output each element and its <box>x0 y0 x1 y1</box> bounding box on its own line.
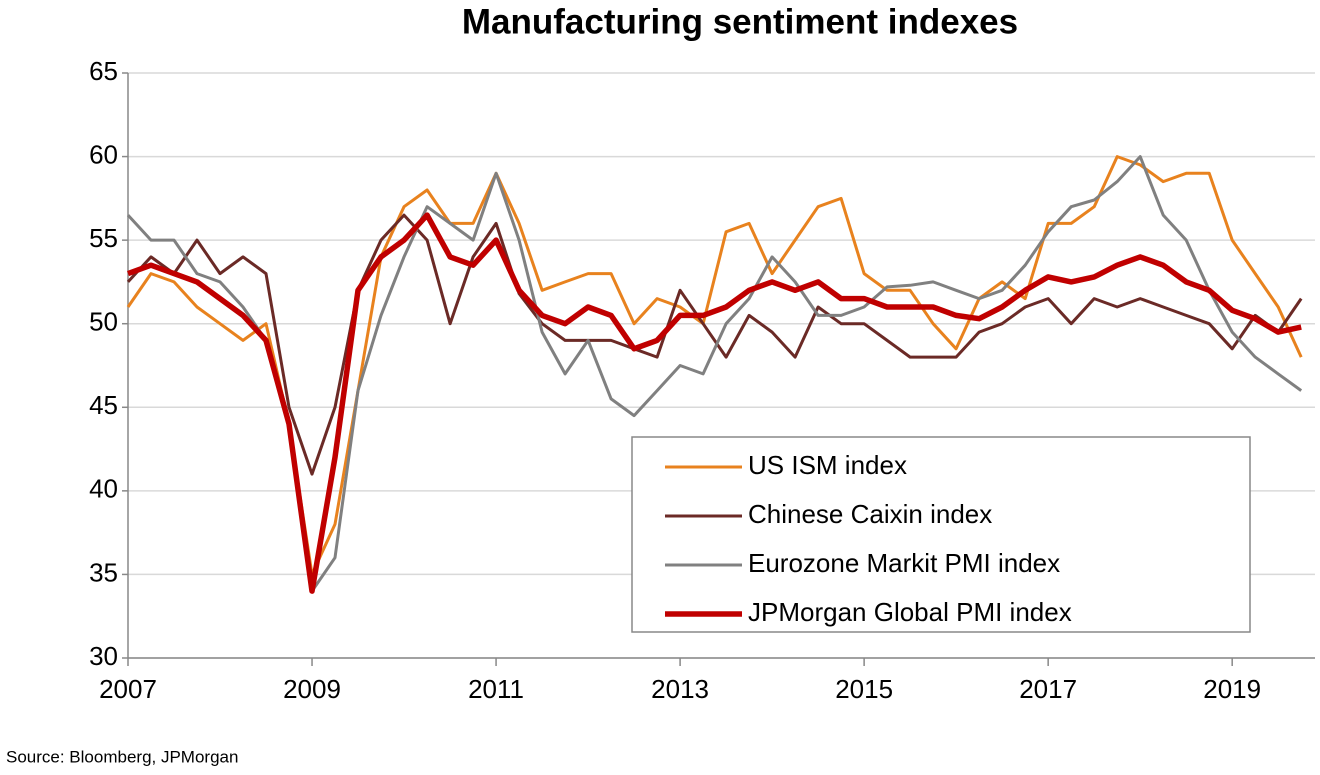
legend-label: JPMorgan Global PMI index <box>748 597 1072 627</box>
series-line <box>127 212 1302 594</box>
y-tick-label: 65 <box>89 56 118 86</box>
y-tick-label: 30 <box>89 641 118 671</box>
x-tick-label: 2007 <box>99 674 157 704</box>
x-tick-label: 2011 <box>468 674 524 704</box>
legend-label: Eurozone Markit PMI index <box>748 548 1060 578</box>
x-tick-label: 2013 <box>651 674 709 704</box>
x-tick-label: 2009 <box>283 674 341 704</box>
y-tick-label: 60 <box>89 139 118 169</box>
legend-box <box>631 436 1251 633</box>
series-line <box>126 213 1303 476</box>
legend-label: US ISM index <box>748 450 907 480</box>
chart-title: Manufacturing sentiment indexes <box>462 2 1018 41</box>
x-tick-label: 2017 <box>1019 674 1077 704</box>
y-tick-label: 40 <box>89 474 118 504</box>
source-note: Source: Bloomberg, JPMorgan <box>6 747 238 766</box>
x-tick-label: 2015 <box>835 674 893 704</box>
y-tick-label: 35 <box>89 557 118 587</box>
x-tick-label: 2019 <box>1203 674 1261 704</box>
y-tick-label: 55 <box>89 223 118 253</box>
y-tick-label: 50 <box>89 307 118 337</box>
series-line <box>126 155 1303 576</box>
series-line <box>126 155 1303 593</box>
y-tick-label: 45 <box>89 390 118 420</box>
legend-label: Chinese Caixin index <box>748 499 992 529</box>
